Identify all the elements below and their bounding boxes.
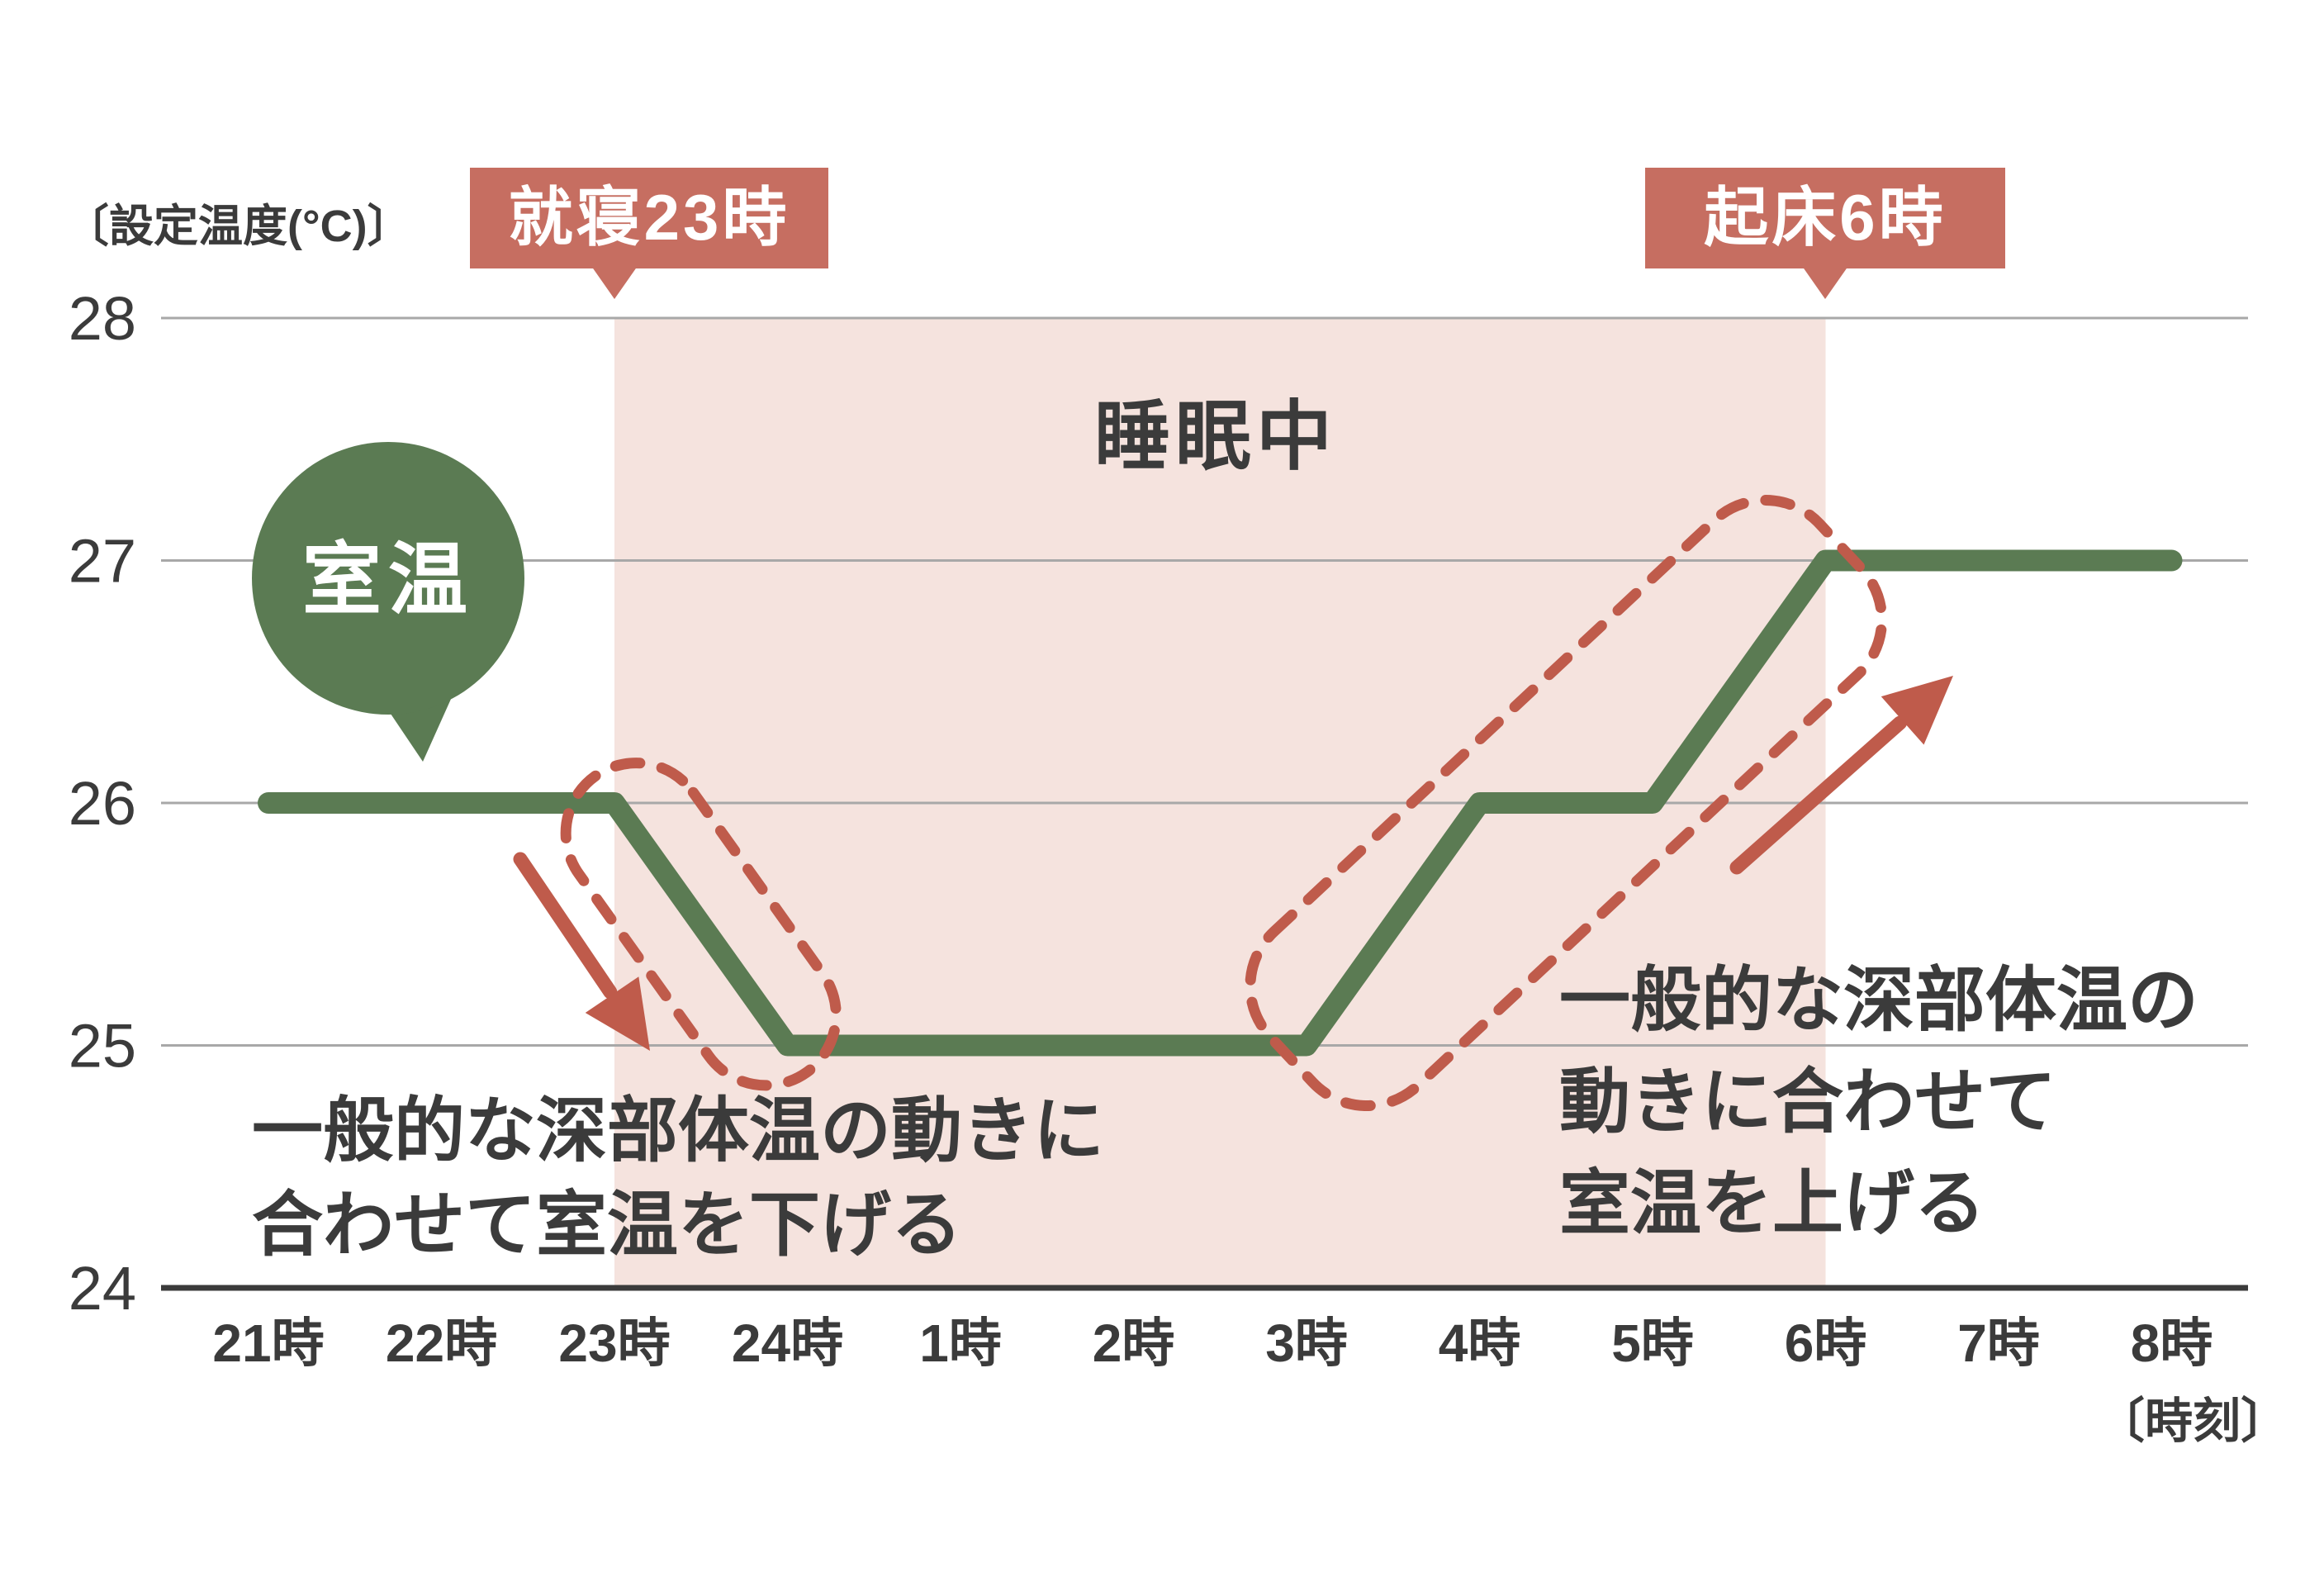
lower-arrow-head-icon <box>585 976 650 1051</box>
annotation-raise-temp: 一般的な深部体温の 動きに合わせて 室温を上げる <box>1559 961 2218 1243</box>
x-tick-label-9: 6時 <box>1785 1313 1867 1373</box>
x-tick-label-2: 23時 <box>558 1313 670 1373</box>
wake-marker-label: 起床6時 <box>1704 181 1946 254</box>
bedtime-marker-label: 就寝23時 <box>509 181 790 254</box>
bedtime-marker-pointer-icon <box>591 266 638 299</box>
x-tick-label-7: 4時 <box>1439 1313 1521 1373</box>
wake-marker-pointer-icon <box>1802 266 1848 299</box>
y-tick-label-28: 28 <box>69 284 136 353</box>
y-tick-label-26: 26 <box>69 769 136 838</box>
dashed-highlight-box-drop <box>560 758 842 1091</box>
x-tick-label-8: 5時 <box>1611 1313 1694 1373</box>
room-temp-line <box>258 549 2183 1057</box>
raise-arrow-head-icon <box>1881 676 1953 745</box>
annotation-lower-temp-line1: 一般的な深部体温の動きに <box>252 1091 1104 1171</box>
x-axis-unit: 〔時刻〕 <box>2097 1394 2288 1448</box>
wake-marker: 起床6時 <box>1645 168 2005 299</box>
x-axis-labels-layer: 21時 22時 23時 24時 1時 2時 3時 4時 5時 6時 7時 8時 <box>212 1313 2213 1373</box>
x-tick-label-11: 8時 <box>2131 1313 2213 1373</box>
annotation-raise-temp-line3: 室温を上げる <box>1559 1164 1985 1243</box>
x-tick-label-6: 3時 <box>1265 1313 1348 1373</box>
x-tick-label-10: 7時 <box>1957 1313 2040 1373</box>
y-tick-label-24: 24 <box>69 1254 136 1323</box>
annotation-lower-temp-line2: 合わせて室温を下げる <box>252 1185 962 1265</box>
x-tick-label-4: 1時 <box>919 1313 1002 1373</box>
x-tick-label-3: 24時 <box>732 1313 843 1373</box>
raise-arrow-shaft <box>1729 715 1908 875</box>
bubble-circle <box>252 442 524 715</box>
lower-arrow-shaft <box>513 852 618 1000</box>
bedtime-marker: 就寝23時 <box>470 168 828 299</box>
trend-arrows-layer <box>513 676 1953 1051</box>
y-tick-label-27: 27 <box>69 527 136 596</box>
dashed-highlight-box-rise <box>1245 494 1888 1112</box>
sleep-region-label: 睡眠中 <box>1094 395 1337 479</box>
x-tick-label-5: 2時 <box>1093 1313 1175 1373</box>
room-temp-bubble: 室温 <box>252 442 524 762</box>
x-tick-label-1: 22時 <box>386 1313 497 1373</box>
annotation-lower-temp: 一般的な深部体温の動きに 合わせて室温を下げる <box>252 1091 1124 1265</box>
x-tick-label-0: 21時 <box>212 1313 324 1373</box>
y-tick-label-25: 25 <box>69 1012 136 1081</box>
dashed-highlight-layer <box>560 494 1888 1112</box>
annotation-raise-temp-line1: 一般的な深部体温の <box>1559 961 2198 1040</box>
wake-marker-box <box>1645 168 2005 268</box>
y-axis-title: 〔設定温度(°C)〕 <box>64 202 412 251</box>
bedtime-marker-box <box>470 168 828 268</box>
room-temp-bubble-label: 室温 <box>302 536 474 625</box>
temperature-line-layer <box>258 549 2183 1057</box>
annotation-raise-temp-line2: 動きに合わせて <box>1559 1062 2056 1142</box>
